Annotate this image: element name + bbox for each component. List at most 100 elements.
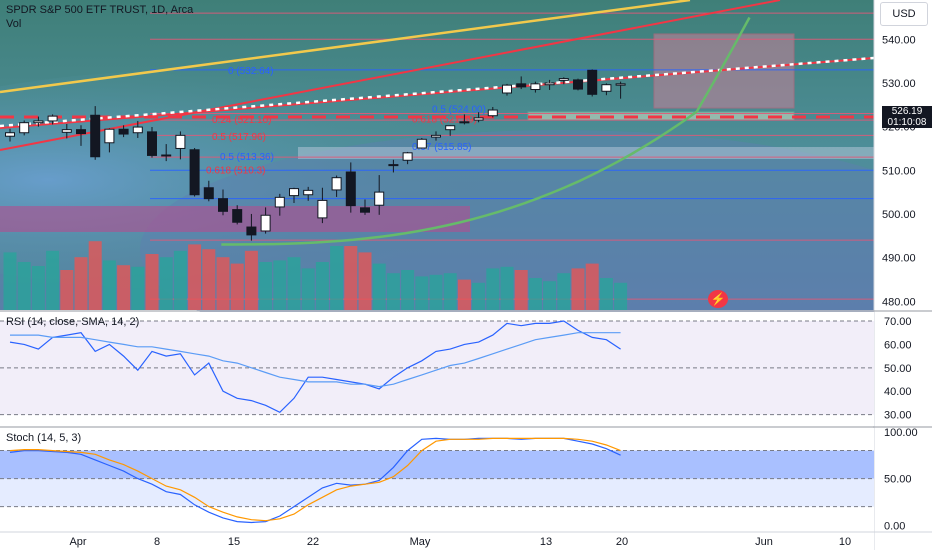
volume-bar — [401, 270, 415, 310]
candle-body — [416, 138, 427, 149]
candle-body — [587, 69, 598, 95]
volume-bar — [386, 273, 400, 310]
rsi-tick-label: 70.00 — [884, 316, 912, 328]
candle-body — [246, 226, 257, 236]
last-price: 526.19 — [891, 106, 923, 117]
candle-body — [573, 79, 583, 90]
fib-label: 0.97 (515.85) — [412, 142, 472, 153]
time-tick-label: 13 — [540, 536, 552, 548]
candle-body — [303, 189, 314, 196]
candle — [502, 83, 512, 96]
candle — [218, 189, 228, 216]
volume-bar — [557, 273, 571, 310]
stoch-tick-label: 50.00 — [884, 474, 912, 486]
volume-bar — [585, 263, 599, 310]
candle-body — [147, 131, 157, 156]
volume-bar — [259, 262, 273, 310]
volume-bar — [287, 257, 301, 310]
candle — [558, 77, 569, 85]
volume-bar — [159, 257, 173, 310]
candle-body — [402, 152, 413, 161]
candle-body — [289, 188, 299, 197]
volume-bar — [102, 260, 116, 310]
price-tick-label: 480.00 — [882, 296, 916, 308]
candle — [19, 120, 30, 136]
candle-body — [473, 117, 484, 121]
rsi-line — [9, 320, 621, 414]
candle — [289, 187, 299, 204]
volume-bar — [216, 257, 230, 310]
fib-label: 0.5 (524.00) — [432, 104, 486, 115]
volume-bars — [3, 241, 628, 310]
candlesticks[interactable] — [5, 69, 626, 241]
candle — [246, 213, 257, 241]
volume-bar — [514, 270, 528, 310]
stoch-lower-band — [0, 478, 874, 507]
fib-label: 0.618 (521.89) — [412, 114, 477, 125]
candle — [104, 128, 115, 153]
candle — [445, 125, 456, 136]
stoch-axis: 0.00 50.00 100.00 — [884, 427, 918, 532]
horizontal-levels — [0, 12, 874, 300]
price-tick-label: 510.00 — [882, 165, 916, 177]
candle — [487, 106, 498, 118]
candle-body — [374, 191, 385, 206]
candle — [47, 114, 58, 125]
candle — [459, 114, 470, 125]
rsi-axis: 30.00 40.00 50.00 60.00 70.00 — [884, 316, 912, 422]
rsi-tick-label: 30.00 — [884, 410, 912, 422]
fib-label: 0.5 (517.96) — [212, 132, 266, 143]
time-tick-label: May — [410, 536, 431, 548]
flash-icon[interactable]: ⚡ — [708, 290, 728, 308]
fib-label: 0.24 (521.10) — [212, 115, 272, 126]
rsi-title[interactable]: RSI (14, close, SMA, 14, 2) — [6, 316, 140, 328]
candle — [260, 207, 271, 234]
time-tick-label: 15 — [228, 536, 240, 548]
symbol-title[interactable]: SPDR S&P 500 ETF TRUST, 1D, Arca — [6, 4, 194, 16]
time-axis[interactable]: Apr 8 15 22 May 13 20 Jun 10 — [69, 536, 851, 548]
candle-body — [47, 115, 58, 122]
candle — [132, 120, 143, 138]
volume-bar — [500, 266, 514, 310]
volume-bar — [74, 257, 88, 310]
candle-body — [516, 83, 527, 88]
rsi-tick-label: 40.00 — [884, 386, 912, 398]
time-tick-label: 22 — [307, 536, 319, 548]
candle-body — [317, 199, 328, 219]
candle-body — [76, 129, 86, 135]
last-price-tag: 526.19 01:10:08 — [882, 106, 932, 128]
volume-bar — [3, 252, 17, 310]
candle — [33, 116, 44, 127]
candle-body — [544, 82, 555, 86]
candle — [118, 125, 129, 138]
price-axis[interactable]: 480.00490.00500.00510.00520.00530.00540.… — [882, 34, 916, 308]
candle-body — [90, 114, 101, 158]
candle-body — [104, 128, 115, 144]
candle — [431, 131, 441, 141]
stoch-title[interactable]: Stoch (14, 5, 3) — [6, 432, 82, 444]
candle-body — [61, 129, 72, 133]
fibonacci-labels: 0 (532.64)0.24 (521.10)0.5 (524.00)0.618… — [206, 66, 486, 177]
volume-bar — [358, 252, 372, 310]
stoch-tick-label: 100.00 — [884, 427, 918, 439]
rsi-pane[interactable] — [0, 312, 874, 426]
time-axis-background — [0, 532, 874, 550]
time-tick-label: Jun — [755, 536, 773, 548]
stoch-pane[interactable] — [0, 428, 874, 532]
candle-body — [232, 209, 243, 223]
candle-body — [445, 125, 456, 131]
candle — [161, 144, 172, 162]
candle — [76, 125, 86, 146]
candle — [473, 112, 484, 123]
time-tick-label: Apr — [69, 536, 86, 548]
rsi-sma-line — [10, 332, 621, 388]
candle — [544, 79, 555, 90]
currency-button[interactable]: USD — [880, 2, 928, 26]
candle-body — [331, 177, 342, 191]
candle-body — [558, 78, 569, 81]
price-tick-label: 490.00 — [882, 253, 916, 265]
volume-bar — [330, 246, 344, 310]
fib-label: 0.618 (510.3) — [206, 165, 266, 176]
stoch-d-line — [9, 437, 621, 522]
